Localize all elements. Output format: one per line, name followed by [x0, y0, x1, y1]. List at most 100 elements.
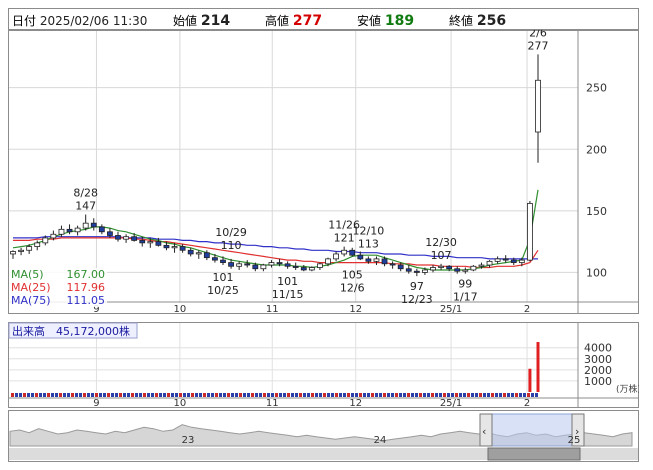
volume-y-tick-label: 3000: [584, 353, 612, 366]
candle-body: [220, 259, 226, 263]
candle-body: [518, 259, 525, 263]
candle-body: [308, 267, 315, 271]
volume-strip-mark: [15, 393, 18, 397]
volume-strip-mark: [47, 393, 50, 397]
chevron-right-icon: ›: [575, 425, 579, 438]
navigator-scrollbar-thumb[interactable]: [487, 447, 581, 461]
low-value: 189: [384, 13, 415, 29]
volume-strip-mark: [343, 393, 346, 397]
candle-body: [381, 258, 388, 265]
range-navigator[interactable]: ‹ › 23 24 25: [8, 410, 639, 462]
price-x-tick-label: 9: [93, 304, 99, 314]
candle-body: [155, 241, 162, 246]
volume-strip-mark: [491, 393, 494, 397]
annotation-value: 101: [213, 271, 234, 284]
candle-body: [430, 267, 436, 271]
volume-x-tick-label: 25/1: [440, 398, 462, 408]
volume-strip-mark: [135, 393, 138, 397]
annotation-date: 8/28: [73, 187, 98, 200]
volume-strip-mark: [171, 393, 174, 397]
volume-x-tick-label: 12: [349, 398, 362, 408]
volume-strip-mark: [95, 393, 98, 397]
volume-strip-mark: [531, 393, 534, 397]
volume-strip-mark: [415, 393, 418, 397]
candle-body: [446, 265, 453, 270]
volume-unit: (万株): [616, 383, 639, 395]
candle-body: [107, 231, 113, 236]
volume-strip-mark: [259, 393, 262, 397]
volume-strip-mark: [127, 393, 130, 397]
annotation-value: 277: [528, 39, 549, 52]
volume-strip-mark: [159, 393, 162, 397]
quote-info-bar: 日付 2025/02/06 11:30 始値 214 高値 277 安値 189…: [8, 8, 639, 30]
volume-strip-mark: [527, 393, 530, 397]
price-y-tick-label: 250: [586, 82, 607, 95]
close-label: 終値: [449, 14, 474, 28]
volume-strip-mark: [219, 393, 222, 397]
candle-body: [494, 258, 501, 262]
volume-strip-mark: [211, 393, 214, 397]
volume-strip-mark: [247, 393, 250, 397]
volume-strip-mark: [375, 393, 378, 397]
volume-strip-mark: [487, 393, 490, 397]
navigator-selection[interactable]: [487, 413, 581, 447]
volume-strip-mark: [283, 393, 286, 397]
candle-body: [203, 252, 210, 259]
volume-strip-mark: [503, 393, 506, 397]
volume-y-tick-label: 2000: [584, 364, 612, 377]
candle-body: [317, 263, 323, 268]
volume-strip-mark: [419, 393, 422, 397]
candle-body: [50, 233, 57, 239]
annotation-date: 2/6: [529, 30, 547, 39]
volume-strip-mark: [511, 393, 514, 397]
legend-value: 117.96: [67, 281, 106, 294]
volume-strip-mark: [111, 393, 114, 397]
navigator-scrollbar-track[interactable]: [9, 448, 638, 460]
volume-strip-mark: [251, 393, 254, 397]
date-group: 日付 2025/02/06 11:30: [12, 12, 147, 29]
navigator-year-label: 24: [374, 435, 387, 446]
candle-body: [82, 222, 89, 229]
price-chart[interactable]: 8/2814710/2911010110/2510111/1511/261211…: [8, 30, 639, 314]
annotation-value: 113: [358, 237, 379, 250]
annotation-value: 121: [334, 232, 355, 245]
candle-body: [397, 264, 404, 270]
annotation-date: 11/26: [328, 219, 360, 232]
volume-bar: [528, 368, 532, 392]
candle-body: [228, 262, 234, 267]
volume-strip-mark: [307, 393, 310, 397]
volume-strip-mark: [399, 393, 402, 397]
candle-body: [58, 228, 65, 235]
volume-strip-mark: [167, 393, 170, 397]
volume-strip-mark: [87, 393, 90, 397]
candle-body: [389, 263, 396, 266]
volume-strip-mark: [411, 393, 414, 397]
candle-body: [195, 252, 202, 255]
candle-body: [66, 228, 73, 233]
volume-y-tick-label: 1000: [584, 375, 612, 388]
volume-strip-mark: [235, 393, 238, 397]
navigator-right-handle[interactable]: ›: [571, 413, 585, 447]
volume-strip-mark: [315, 393, 318, 397]
legend-row-bg: [9, 268, 107, 281]
price-x-tick-label: 11: [266, 304, 279, 314]
volume-strip-mark: [467, 393, 470, 397]
volume-strip-mark: [391, 393, 394, 397]
volume-strip-mark: [295, 393, 298, 397]
annotation-date: 12/10: [353, 224, 385, 237]
annotation-date: 12/23: [401, 293, 433, 306]
volume-strip-mark: [507, 393, 510, 397]
candle-body: [341, 249, 348, 255]
candle-body: [300, 267, 307, 271]
volume-strip-mark: [335, 393, 338, 397]
navigator-left-handle[interactable]: ‹: [479, 413, 493, 447]
candle-body: [486, 260, 493, 266]
low-label: 安値: [357, 14, 382, 28]
volume-y-tick-label: 4000: [584, 342, 612, 355]
candle-body: [74, 227, 81, 233]
legend-value: 167.00: [67, 268, 106, 281]
volume-strip-mark: [203, 393, 206, 397]
volume-strip-mark: [131, 393, 134, 397]
volume-strip-mark: [119, 393, 122, 397]
